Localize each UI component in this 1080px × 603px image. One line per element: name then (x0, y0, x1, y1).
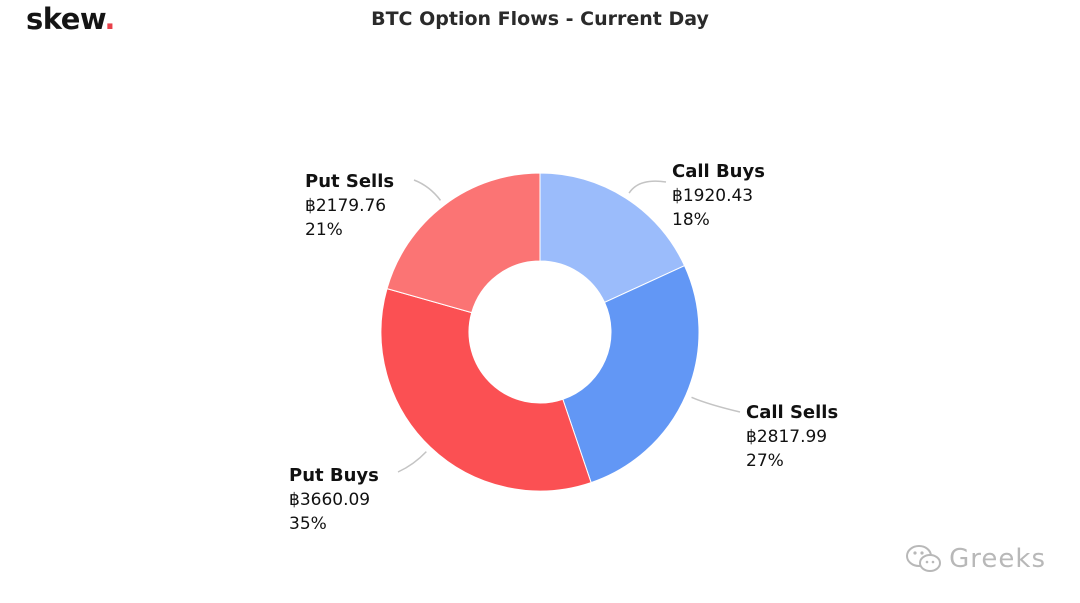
leader-line (691, 396, 741, 413)
slice-put-sells[interactable] (386, 172, 541, 314)
slice-percent: 35% (289, 514, 327, 534)
slice-percent: 27% (746, 451, 784, 471)
slice-value: ฿1920.43 (672, 186, 754, 206)
slice-percent: 18% (672, 210, 710, 230)
wechat-icon (906, 545, 942, 572)
leader-line (628, 180, 667, 194)
label-call-sells: Call Sells ฿2817.99 27% (746, 401, 838, 473)
slice-name: Put Buys (289, 465, 379, 486)
slice-put-buys[interactable] (380, 288, 592, 492)
watermark: Greeks (905, 543, 1046, 575)
chart-title: BTC Option Flows - Current Day (371, 8, 709, 30)
leader-line (397, 451, 427, 473)
slice-name: Call Sells (746, 402, 839, 423)
slice-value: ฿3660.09 (289, 490, 371, 510)
slice-name: Call Buys (672, 161, 765, 182)
label-put-sells: Put Sells ฿2179.76 21% (305, 170, 394, 242)
slice-value: ฿2817.99 (746, 427, 828, 447)
slice-call-buys[interactable] (539, 172, 686, 304)
slice-percent: 21% (305, 220, 343, 240)
slice-value: ฿2179.76 (305, 196, 387, 216)
brand-logo: skew. (26, 2, 115, 36)
leader-line (413, 179, 442, 201)
label-call-buys: Call Buys ฿1920.43 18% (672, 160, 765, 232)
label-put-buys: Put Buys ฿3660.09 35% (289, 464, 379, 536)
slice-call-sells[interactable] (562, 265, 700, 484)
slice-name: Put Sells (305, 171, 395, 192)
watermark-text: Greeks (949, 544, 1046, 574)
